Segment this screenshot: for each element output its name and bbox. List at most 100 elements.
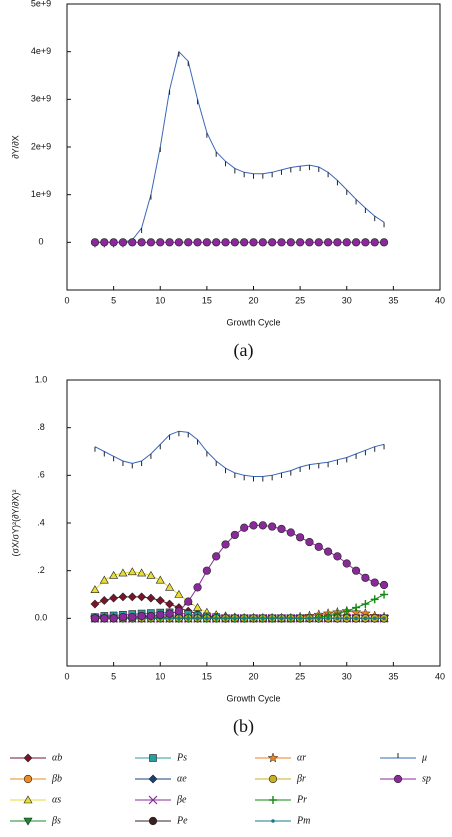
data-point [214, 616, 218, 621]
data-point [193, 583, 202, 592]
data-point [307, 616, 312, 621]
y-tick-label: 4e+9 [31, 46, 51, 56]
data-point [109, 614, 118, 623]
legend-marker [148, 774, 158, 784]
data-point [261, 616, 265, 621]
data-point [342, 559, 351, 568]
data-point [195, 616, 200, 621]
data-point [184, 597, 193, 606]
data-point [90, 614, 100, 623]
data-point [212, 552, 221, 561]
data-point [370, 595, 379, 604]
data-point [202, 238, 211, 247]
data-point [118, 238, 128, 247]
data-point [344, 616, 349, 621]
legend-marker [148, 795, 158, 805]
data-point [305, 238, 314, 247]
y-axis-label: ∂Y/∂X [10, 135, 20, 158]
data-point [372, 616, 377, 621]
x-tick-label: 5 [111, 295, 116, 305]
legend-label: Pm [296, 815, 310, 826]
data-point [268, 238, 277, 247]
data-point [155, 596, 165, 605]
data-point [90, 585, 100, 594]
legend-marker [268, 774, 278, 784]
x-tick-label: 15 [202, 671, 212, 681]
legend-label: αe [177, 773, 187, 784]
series-line [95, 50, 385, 243]
data-point [296, 533, 305, 542]
data-point [251, 616, 256, 621]
x-tick-label: 35 [388, 671, 398, 681]
x-tick-label: 25 [295, 295, 305, 305]
data-point [258, 521, 267, 530]
data-point [118, 613, 128, 622]
data-point [296, 238, 305, 247]
legend-label: βr [296, 773, 306, 784]
data-point [165, 582, 175, 591]
data-point [249, 521, 258, 530]
data-point [128, 613, 137, 622]
data-point [193, 238, 202, 247]
legend-marker [23, 753, 33, 763]
data-point [230, 530, 239, 540]
legend-label: sp [422, 773, 431, 784]
legend-label: Pr [296, 794, 307, 805]
data-point [230, 238, 239, 247]
x-tick-label: 40 [435, 671, 445, 681]
data-point [286, 528, 295, 537]
y-tick-label: .8 [37, 422, 45, 432]
legend-label: βe [176, 794, 187, 805]
data-point [352, 603, 361, 612]
data-point [146, 593, 156, 603]
x-tick-label: 25 [295, 671, 305, 681]
data-point [155, 575, 165, 584]
data-point [314, 542, 323, 551]
legend-marker [148, 816, 158, 826]
data-point [342, 607, 351, 616]
data-point [127, 567, 137, 576]
data-point [370, 238, 379, 247]
x-tick-label: 15 [202, 295, 212, 305]
y-tick-label: 5e+9 [31, 0, 51, 8]
data-point [240, 523, 249, 532]
data-point [379, 238, 389, 247]
data-point [100, 238, 109, 247]
data-point [99, 575, 109, 584]
y-tick-label: 2e+9 [31, 141, 51, 151]
y-tick-label: .4 [37, 517, 45, 527]
data-point [165, 599, 174, 609]
data-point [268, 522, 277, 531]
x-tick-label: 30 [342, 671, 352, 681]
x-tick-label: 5 [111, 671, 116, 681]
legend-marker [23, 817, 33, 826]
data-point [351, 566, 361, 575]
legend-label: βs [51, 815, 61, 826]
data-point [137, 592, 147, 602]
x-axis-label: Growth Cycle [226, 693, 280, 703]
data-point [354, 616, 358, 621]
data-point [137, 568, 147, 577]
y-tick-label: 1.0 [35, 374, 48, 384]
data-point [351, 238, 361, 247]
data-point [202, 566, 211, 575]
legend-label: Ps [176, 752, 187, 763]
y-axis-label: (σX/σY)²(∂Y/∂X)² [10, 489, 20, 556]
y-tick-label: 0.0 [35, 613, 48, 623]
data-point [146, 570, 156, 579]
legend-marker [271, 819, 275, 823]
data-point [270, 616, 274, 621]
data-point [314, 238, 323, 247]
data-point [249, 238, 258, 247]
legend-label: αr [297, 752, 306, 763]
data-point [370, 578, 379, 587]
legend-label: Pe [176, 815, 188, 826]
data-point [379, 580, 389, 590]
x-tick-label: 20 [248, 671, 258, 681]
data-point [223, 616, 228, 621]
data-point [99, 596, 109, 605]
data-point [380, 590, 389, 599]
data-point [128, 238, 137, 247]
data-point [361, 238, 370, 247]
